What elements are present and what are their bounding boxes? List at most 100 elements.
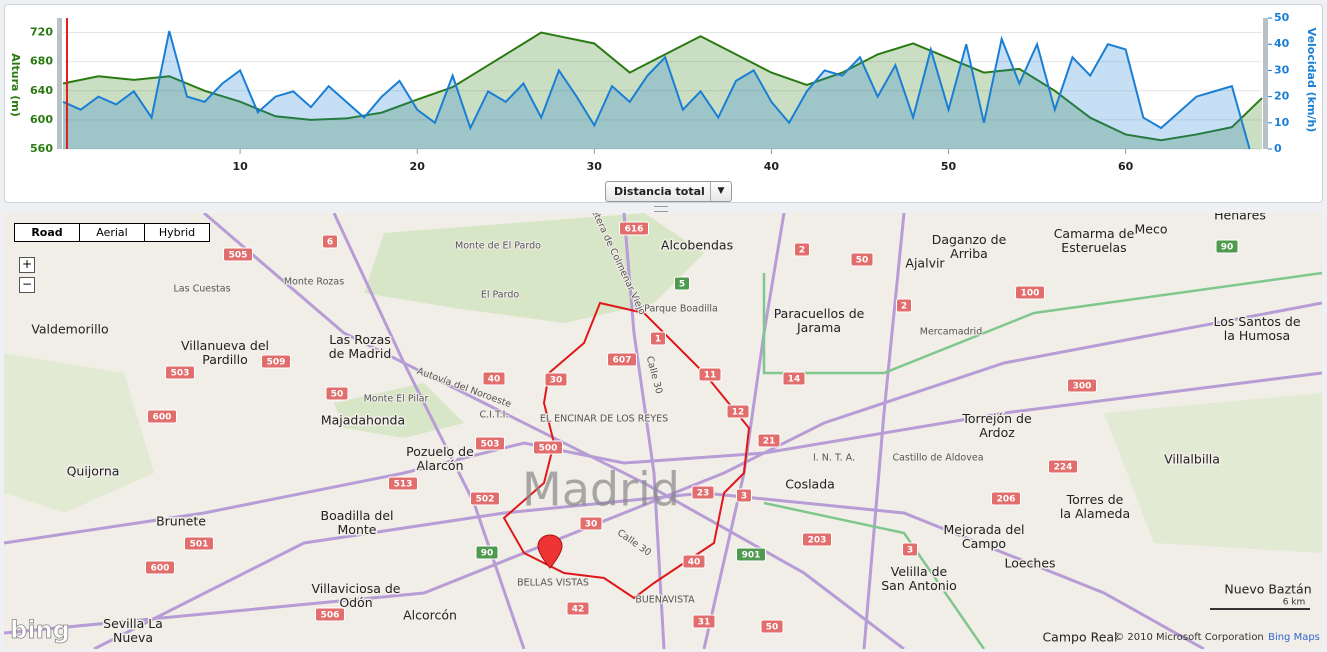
route xyxy=(502,301,751,600)
y2-tick-label: 50 xyxy=(1274,11,1290,24)
road-shield xyxy=(650,331,666,346)
road-shield xyxy=(322,234,338,249)
road-shield-label: 203 xyxy=(808,536,827,546)
road-shield xyxy=(736,488,752,503)
road-shield-label: 600 xyxy=(151,564,170,574)
place-label: Camarma de Esteruelas xyxy=(1054,226,1135,255)
x-tick-label: 30 xyxy=(587,160,603,173)
road-shield-label: 40 xyxy=(488,375,501,385)
road-shield xyxy=(184,536,214,551)
minor-place-label: Monte Rozas xyxy=(284,277,344,288)
road-label: Calle 30 xyxy=(644,355,665,395)
road-shield xyxy=(482,371,506,386)
place-label: Velilla de San Antonio xyxy=(881,564,957,593)
place-label: Los Santos de la Humosa xyxy=(1213,314,1300,343)
city-label: Madrid xyxy=(522,463,680,517)
road-shield-label: 30 xyxy=(585,520,598,530)
place-label: Villalbilla xyxy=(1164,452,1220,467)
road-shield-label: 2 xyxy=(901,302,907,312)
map-type-road[interactable]: Road xyxy=(31,226,63,239)
road-shield xyxy=(475,545,499,560)
road-shield-label: 11 xyxy=(704,371,717,381)
road-shield-label: 500 xyxy=(539,444,558,454)
road-shield xyxy=(579,516,603,531)
y-tick-label: 640 xyxy=(30,84,53,97)
road-shield xyxy=(692,614,716,629)
dropdown-arrow[interactable]: ▼ xyxy=(710,182,731,201)
place-label: Meco xyxy=(1135,222,1168,237)
minor-place-label: BELLAS VISTAS xyxy=(517,578,589,589)
road-shield-label: 616 xyxy=(625,225,644,235)
place-label: Coslada xyxy=(785,477,835,492)
x-tick-label: 50 xyxy=(941,160,957,173)
road-shield-label: 503 xyxy=(481,440,500,450)
road-label: Calle 30 xyxy=(615,527,653,558)
area-fill xyxy=(63,31,1250,150)
road-shield xyxy=(736,547,766,562)
road-shield xyxy=(760,619,784,634)
road-shield-label: 505 xyxy=(229,251,248,261)
map[interactable]: Madrid Alcobendas Daganzo de Arriba Camarma… xyxy=(4,213,1322,649)
x-axis-selector[interactable]: Distancia total ▼ xyxy=(605,181,732,202)
y-tick-label: 600 xyxy=(30,113,53,126)
y-axis-label: Altura (m) xyxy=(9,53,22,117)
road-shield xyxy=(782,371,806,386)
road-shield xyxy=(315,607,345,622)
place-label: Valdemorillo xyxy=(31,322,108,337)
place-label: Pozuelo de Alarcón xyxy=(406,444,474,473)
place-label: Campo Real xyxy=(1042,630,1117,645)
minor-place-label: Monte El Pilar xyxy=(364,394,429,405)
road-shield xyxy=(1015,285,1045,300)
zoom-out[interactable]: − xyxy=(19,277,35,293)
x-tick-label: 20 xyxy=(410,160,426,173)
map-canvas: Madrid Alcobendas Daganzo de Arriba Camarma… xyxy=(4,213,1322,649)
road-shield-label: 501 xyxy=(190,540,209,550)
place-label: Las Rozas de Madrid xyxy=(329,332,392,361)
place-label: Villaviciosa de Odón xyxy=(312,581,401,610)
minor-place-label: I. N. T. A. xyxy=(813,453,855,464)
road-shield-label: 2 xyxy=(799,246,805,256)
place-label: Nuevo Baztán xyxy=(1224,582,1311,597)
minor-place-label: Castillo de Aldovea xyxy=(892,453,983,464)
zoom-in[interactable]: + xyxy=(19,257,35,273)
place-label: Torrejón de Ardoz xyxy=(961,411,1032,440)
provider-link[interactable]: Bing Maps xyxy=(1268,632,1320,643)
road-shield-label: 30 xyxy=(550,376,563,386)
road-shield-label: 90 xyxy=(481,549,494,559)
road-shield xyxy=(165,365,195,380)
minor-place-label: BUENAVISTA xyxy=(635,595,695,606)
place-label: Ajalvir xyxy=(905,256,945,271)
map-type-switch: Road Aerial Hybrid xyxy=(14,223,210,242)
road-shield-label: 600 xyxy=(153,413,172,423)
minor-place-label: Mercamadrid xyxy=(920,327,982,338)
area-fill xyxy=(63,32,1262,149)
profile-chart: Altura (m) Velocidad (km/h) 560600640680… xyxy=(9,11,1318,173)
y2-tick-label: 20 xyxy=(1274,90,1290,103)
resize-grip[interactable] xyxy=(654,206,668,212)
road-shield xyxy=(991,491,1021,506)
road-shield xyxy=(896,298,912,313)
x-tick-label: 10 xyxy=(232,160,248,173)
minor-place-label: Las Cuestas xyxy=(173,284,230,295)
minor-place-label: El Pardo xyxy=(481,290,520,301)
scale-label: 6 km xyxy=(1283,598,1306,608)
y-tick-label: 680 xyxy=(30,55,53,68)
road-shield xyxy=(682,554,706,569)
place-label: Alcorcón xyxy=(403,608,457,623)
road-shield xyxy=(1048,459,1078,474)
copyright: © 2010 Microsoft Corporation xyxy=(1114,632,1264,643)
start-pin[interactable] xyxy=(537,534,563,569)
road-shield xyxy=(223,247,253,262)
road-shield-label: 502 xyxy=(476,495,495,505)
road-shield xyxy=(1067,378,1097,393)
map-type-hybrid[interactable]: Hybrid xyxy=(144,224,209,241)
road-shield-label: 607 xyxy=(613,356,632,366)
road-shield-label: 40 xyxy=(688,558,701,568)
road-shield xyxy=(475,436,505,451)
minor-place-label: Monte de El Pardo xyxy=(455,241,541,252)
road-shield-label: 224 xyxy=(1054,463,1073,473)
map-type-aerial[interactable]: Aerial xyxy=(79,224,144,241)
road-shield xyxy=(566,601,590,616)
y2-tick-label: 0 xyxy=(1274,142,1282,155)
road-shield xyxy=(850,252,874,267)
